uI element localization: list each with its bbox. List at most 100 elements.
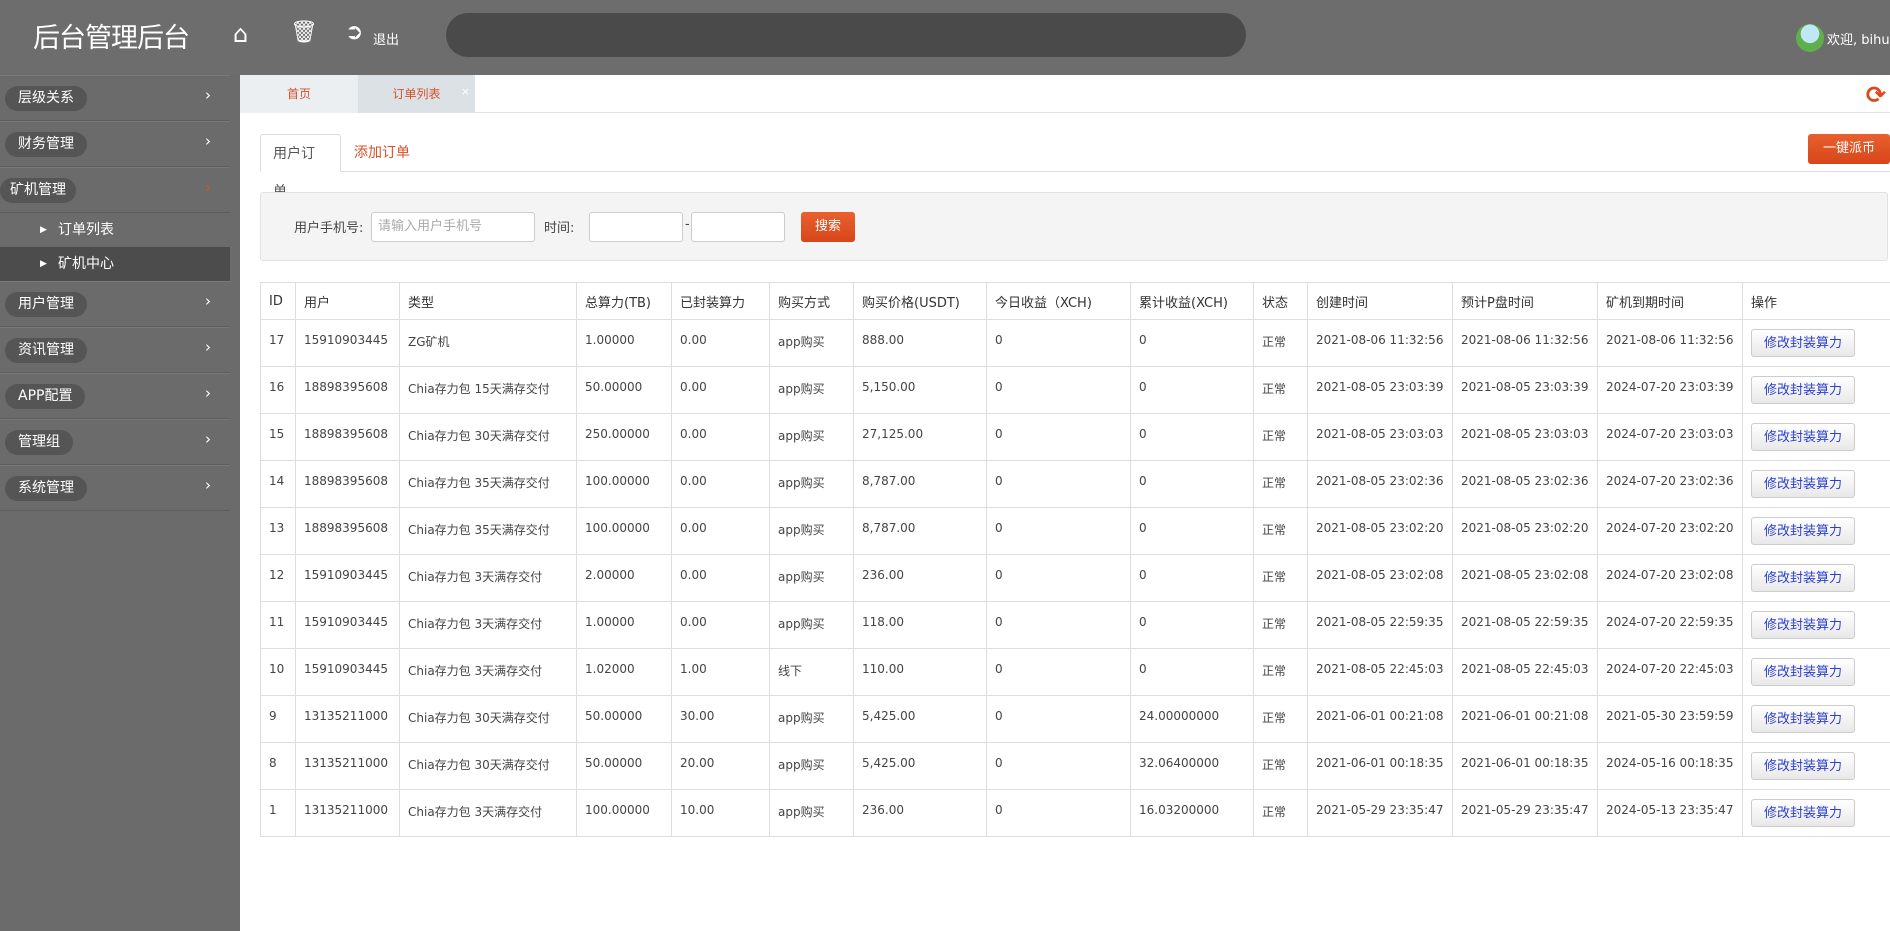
modify-sealed-power-button[interactable]: 修改封装算力 xyxy=(1751,658,1856,686)
table-cell: 0.00 xyxy=(671,554,770,602)
table-cell: 0 xyxy=(1130,366,1254,414)
search-panel: 用户手机号: 请输入用户手机号 时间: - 搜索 xyxy=(260,192,1888,261)
trash-icon[interactable]: 🗑 xyxy=(290,20,318,45)
table-cell: 2024-05-13 23:35:47 xyxy=(1597,789,1743,837)
table-cell: app购买 xyxy=(769,789,854,837)
chevron-right-icon: › xyxy=(205,338,211,356)
date-separator: - xyxy=(685,217,690,232)
table-cell: 16.03200000 xyxy=(1130,789,1254,837)
sidebar-subitem[interactable]: ▶ 矿机中心 xyxy=(0,247,230,281)
table-cell: app购买 xyxy=(769,742,854,790)
table-cell: 2021-08-06 11:32:56 xyxy=(1452,319,1598,367)
table-cell: 0 xyxy=(1130,507,1254,555)
table-cell: 100.00000 xyxy=(576,789,672,837)
table-cell: 14 xyxy=(260,460,296,508)
chevron-right-icon: › xyxy=(205,86,211,104)
modify-sealed-power-button[interactable]: 修改封装算力 xyxy=(1751,423,1856,451)
table-row: 15 18898395608 Chia存力包 30天满存交付 250.00000 0.0… xyxy=(260,413,1890,461)
main-content: 首页 订单列表 × ⟳ 用户订单 添加订单 一键派币 用户手机号: 请输入用户手… xyxy=(240,75,1890,931)
modify-sealed-power-button[interactable]: 修改封装算力 xyxy=(1751,564,1856,592)
top-search-bar[interactable] xyxy=(446,13,1246,57)
table-cell: 正常 xyxy=(1253,742,1308,790)
table-cell: 17 xyxy=(260,319,296,367)
tab-order-list[interactable]: 订单列表 × xyxy=(358,75,475,113)
sidebar-item[interactable]: 层级关系 › xyxy=(0,75,230,121)
table-cell: 2021-08-05 23:02:20 xyxy=(1452,507,1598,555)
table-cell: 2021-06-01 00:18:35 xyxy=(1452,742,1598,790)
modify-sealed-power-button[interactable]: 修改封装算力 xyxy=(1751,376,1856,404)
table-cell: 0 xyxy=(1130,413,1254,461)
home-icon[interactable]: ⌂ xyxy=(233,20,249,48)
table-cell: 2021-08-05 23:03:03 xyxy=(1452,413,1598,461)
tab-label: 订单列表 xyxy=(392,87,441,101)
table-cell: 2024-07-20 23:03:03 xyxy=(1597,413,1743,461)
table-cell: 2021-05-29 23:35:47 xyxy=(1452,789,1598,837)
tab-add-order[interactable]: 添加订单 xyxy=(354,145,410,161)
chevron-right-icon: › xyxy=(205,384,211,402)
sidebar-item[interactable]: 系统管理 › xyxy=(0,465,230,511)
table-row: 9 13135211000 Chia存力包 30天满存交付 50.00000 30.00… xyxy=(260,695,1890,743)
table-cell: 15 xyxy=(260,413,296,461)
table-cell: 2024-05-16 00:18:35 xyxy=(1597,742,1743,790)
phone-input[interactable]: 请输入用户手机号 xyxy=(371,212,535,242)
refresh-icon[interactable]: ⟳ xyxy=(1865,81,1886,109)
modify-sealed-power-button[interactable]: 修改封装算力 xyxy=(1751,705,1856,733)
table-cell: 2021-08-05 22:59:35 xyxy=(1307,601,1453,649)
table-cell: 正常 xyxy=(1253,460,1308,508)
table-cell: 2021-08-05 23:02:20 xyxy=(1307,507,1453,555)
modify-sealed-power-button[interactable]: 修改封装算力 xyxy=(1751,517,1856,545)
table-cell: 236.00 xyxy=(853,554,987,602)
search-button[interactable]: 搜索 xyxy=(801,212,855,242)
table-cell: app购买 xyxy=(769,554,854,602)
table-cell: 18898395608 xyxy=(295,413,400,461)
sidebar-item[interactable]: APP配置 › xyxy=(0,373,230,419)
close-icon[interactable]: × xyxy=(460,85,470,98)
tab-user-orders[interactable]: 用户订单 xyxy=(260,134,341,200)
table-cell: 13135211000 xyxy=(295,742,400,790)
dispatch-coins-button[interactable]: 一键派币 xyxy=(1808,134,1890,164)
sidebar-item[interactable]: 管理组 › xyxy=(0,419,230,465)
column-header: 状态 xyxy=(1253,282,1308,320)
table-cell: Chia存力包 3天满存交付 xyxy=(399,648,577,696)
table-cell: 2021-06-01 00:21:08 xyxy=(1452,695,1598,743)
modify-sealed-power-button[interactable]: 修改封装算力 xyxy=(1751,611,1856,639)
modify-sealed-power-button[interactable]: 修改封装算力 xyxy=(1751,752,1856,780)
caret-right-icon: ▶ xyxy=(40,225,47,235)
start-date-input[interactable] xyxy=(589,212,683,242)
sidebar-item-label: 层级关系 xyxy=(5,86,87,111)
sidebar-subitem-label: 矿机中心 xyxy=(58,256,114,272)
sidebar-item-label: APP配置 xyxy=(5,384,86,409)
table-cell: 正常 xyxy=(1253,319,1308,367)
table-cell: 2.00000 xyxy=(576,554,672,602)
sidebar-item[interactable]: 矿机管理 › xyxy=(0,167,230,213)
table-cell: 0 xyxy=(1130,460,1254,508)
sidebar-item[interactable]: 资讯管理 › xyxy=(0,327,230,373)
table-cell: Chia存力包 30天满存交付 xyxy=(399,413,577,461)
table-cell: 50.00000 xyxy=(576,695,672,743)
modify-sealed-power-button[interactable]: 修改封装算力 xyxy=(1751,470,1856,498)
table-cell: 0 xyxy=(986,695,1131,743)
orders-table: ID 用户 类型 总算力(TB) 已封装算力 购买方式 购买价格(USDT) 今日收益（XCH… xyxy=(260,282,1890,837)
sidebar-item[interactable]: 财务管理 › xyxy=(0,121,230,167)
user-welcome[interactable]: 欢迎, bihu xyxy=(1796,24,1890,52)
sidebar-item[interactable]: 用户管理 › xyxy=(0,281,230,327)
table-cell: 1.00000 xyxy=(576,601,672,649)
table-cell: 0 xyxy=(986,366,1131,414)
table-cell: app购买 xyxy=(769,460,854,508)
action-cell: 修改封装算力 xyxy=(1742,648,1890,696)
table-cell: 正常 xyxy=(1253,413,1308,461)
tab-home[interactable]: 首页 xyxy=(240,75,358,113)
modify-sealed-power-button[interactable]: 修改封装算力 xyxy=(1751,799,1856,827)
table-cell: 0 xyxy=(986,601,1131,649)
logout-icon[interactable]: ➲ xyxy=(345,20,364,45)
table-header: ID 用户 类型 总算力(TB) 已封装算力 购买方式 购买价格(USDT) 今日收益（XCH… xyxy=(260,282,1890,320)
column-header: 购买方式 xyxy=(769,282,854,320)
table-row: 10 15910903445 Chia存力包 3天满存交付 1.02000 1.00 线下… xyxy=(260,648,1890,696)
chevron-right-icon: › xyxy=(205,476,211,494)
sidebar-subitem[interactable]: ▶ 订单列表 xyxy=(0,213,230,247)
modify-sealed-power-button[interactable]: 修改封装算力 xyxy=(1751,329,1856,357)
table-cell: 100.00000 xyxy=(576,460,672,508)
table-cell: 2024-07-20 23:02:36 xyxy=(1597,460,1743,508)
logout-link[interactable]: 退出 xyxy=(373,33,400,48)
end-date-input[interactable] xyxy=(691,212,785,242)
